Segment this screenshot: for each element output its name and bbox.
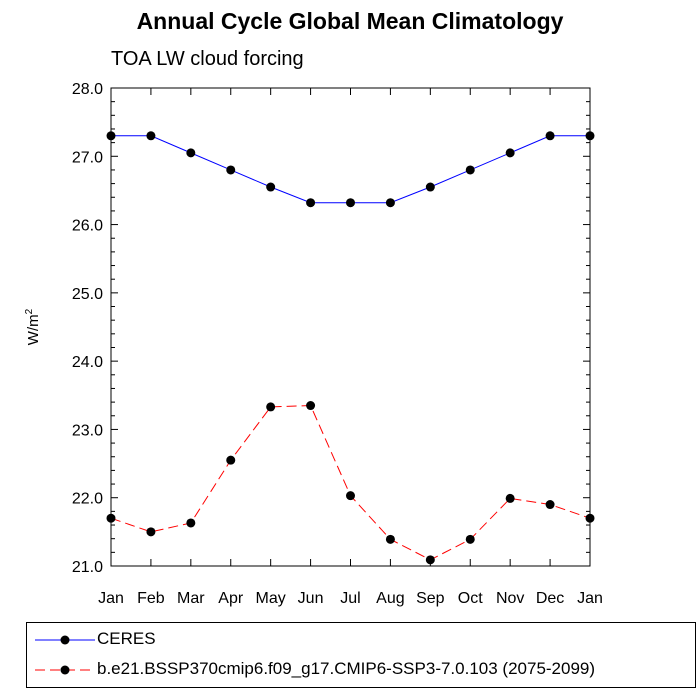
series-layer (106, 131, 595, 565)
series-1-point (346, 491, 355, 501)
x-tick-label: Jan (577, 590, 603, 607)
y-tick-label: 23.0 (72, 422, 103, 439)
y-tick-label: 21.0 (72, 559, 103, 576)
series-0-point (425, 182, 435, 192)
series-0-point (505, 148, 515, 158)
series-0-point (106, 131, 116, 141)
chart-area: 21.0 22.0 23.0 24.0 25.0 26.0 27.0 28.0 Jan Feb Ma… (24, 81, 603, 607)
series-0-point (385, 198, 395, 208)
y-tick-label: 25.0 (72, 286, 103, 303)
x-tick-label: Apr (218, 590, 244, 607)
x-tick-label: Jun (298, 590, 324, 607)
legend-swatch-0 (35, 635, 95, 645)
y-axis-title-sup: 2 (24, 308, 35, 314)
series-1-point (226, 455, 236, 465)
series-1-point (545, 500, 555, 510)
legend-marker-1 (60, 665, 70, 675)
x-tick-label: Jul (340, 590, 360, 607)
series-1-point (385, 534, 395, 544)
x-tick-label: Nov (496, 590, 524, 607)
legend-label-0: CERES (97, 629, 156, 648)
series-1-point (266, 402, 276, 412)
legend: CERES b.e21.BSSP370cmip6.f09_g17.CMIP6-S… (26, 622, 696, 688)
series-0-point (226, 165, 236, 175)
y-tick-label: 26.0 (72, 218, 103, 235)
series-0-point (585, 131, 595, 141)
y-tick-label: 28.0 (72, 81, 103, 98)
x-tick-label: Jan (98, 590, 124, 607)
series-0-point (346, 198, 355, 208)
series-1-point (186, 518, 196, 528)
x-tick-label: Oct (458, 590, 483, 607)
legend-swatch-1 (35, 665, 95, 675)
series-line-0 (111, 135, 590, 204)
legend-item-0: CERES (27, 625, 695, 655)
series-1-point (425, 555, 435, 565)
x-tick-label: Mar (177, 590, 205, 607)
series-0-point (266, 182, 276, 192)
series-1-point (465, 534, 475, 544)
x-tick-label: May (256, 590, 286, 607)
chart-title: Annual Cycle Global Mean Climatology (136, 8, 564, 34)
legend-item-1: b.e21.BSSP370cmip6.f09_g17.CMIP6-SSP3-7.… (27, 655, 695, 685)
series-0-point (186, 148, 196, 158)
series-0-point (465, 165, 475, 175)
x-tick-label: Sep (416, 590, 445, 607)
series-1-point (505, 493, 515, 503)
series-line-1 (110, 405, 591, 561)
series-1-point (306, 401, 316, 411)
y-tick-label: 27.0 (72, 149, 103, 166)
legend-marker-0 (60, 635, 70, 645)
x-tick-label: Feb (137, 590, 165, 607)
y-tick-label: 24.0 (72, 354, 103, 371)
y-axis-title: W/m2 (24, 308, 42, 345)
series-0-point (545, 131, 555, 141)
series-0-point (146, 131, 156, 141)
chart-subtitle: TOA LW cloud forcing (111, 48, 304, 70)
series-1-point (585, 513, 595, 523)
series-1-point (106, 513, 116, 523)
legend-label-1: b.e21.BSSP370cmip6.f09_g17.CMIP6-SSP3-7.… (97, 659, 596, 678)
axes-layer: 21.0 22.0 23.0 24.0 25.0 26.0 27.0 28.0 Jan Feb Ma… (72, 81, 603, 607)
x-tick-label: Dec (536, 590, 564, 607)
series-0-point (306, 198, 316, 208)
series-1-point (146, 527, 156, 537)
y-tick-label: 22.0 (72, 491, 103, 508)
x-tick-label: Aug (376, 590, 404, 607)
y-axis-title-base: W/m (25, 314, 42, 345)
